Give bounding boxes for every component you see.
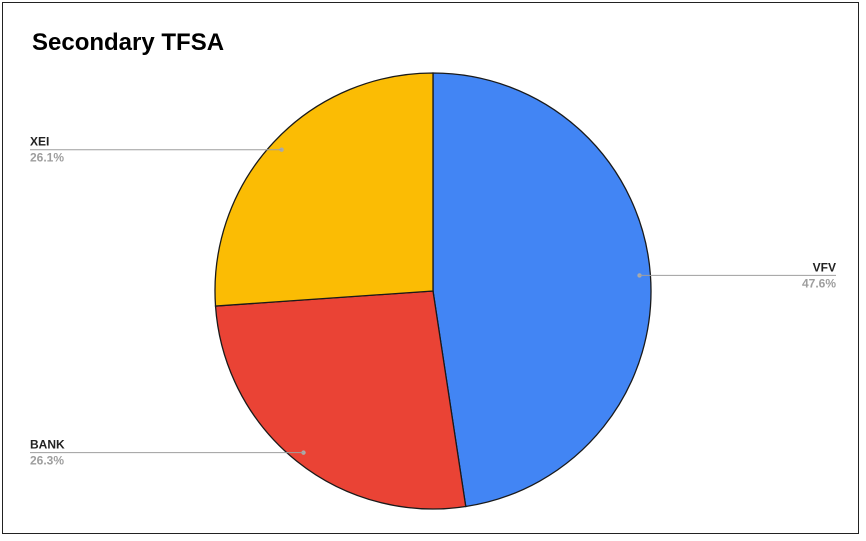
- chart-frame: Secondary TFSA VFV 47.6% BANK 26.3% XEI 26.1%: [2, 2, 859, 534]
- pie-slice-vfv[interactable]: [432, 72, 652, 508]
- chart-title: Secondary TFSA: [32, 29, 225, 56]
- slice-label-xei: XEI: [30, 135, 49, 149]
- pie-slices: [214, 72, 652, 510]
- pie-slice-bank[interactable]: [214, 290, 467, 510]
- slice-percent-vfv: 47.6%: [802, 276, 836, 290]
- slice-percent-xei: 26.1%: [30, 151, 64, 165]
- pie-chart: VFV 47.6% BANK 26.3% XEI 26.1%: [30, 72, 836, 510]
- slice-label-bank: BANK: [30, 438, 65, 452]
- pie-labels: VFV 47.6% BANK 26.3% XEI 26.1%: [30, 135, 836, 468]
- pie-slice-xei[interactable]: [214, 72, 434, 307]
- slice-label-vfv: VFV: [813, 260, 836, 274]
- slice-percent-bank: 26.3%: [30, 454, 64, 468]
